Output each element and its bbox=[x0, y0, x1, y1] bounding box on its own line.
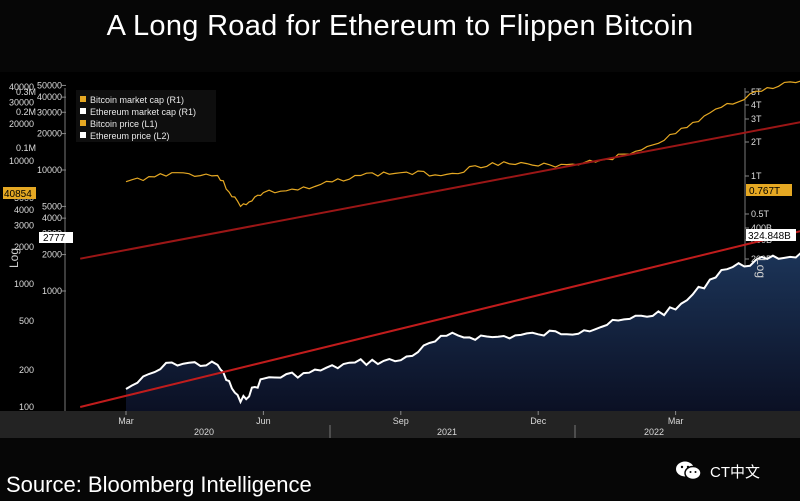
x-axis: MarJunSepDecMarJunSepDecMarJunSepDec2020… bbox=[118, 411, 684, 438]
left-tick-label-l2: 100 bbox=[19, 402, 34, 412]
legend-swatch bbox=[80, 96, 86, 102]
chart: 1000200030004000500010000200003000040000… bbox=[0, 72, 800, 438]
trendline bbox=[80, 121, 800, 260]
x-year-label: 2022 bbox=[644, 427, 664, 437]
left-tick-label-l1: 2000 bbox=[42, 250, 62, 260]
x-tick-label: Sep bbox=[393, 416, 409, 426]
btc-price-last-value: 40854 bbox=[4, 189, 32, 200]
ethereum-area bbox=[126, 253, 800, 411]
ethereum-price-line bbox=[125, 252, 800, 405]
legend-swatch bbox=[80, 120, 86, 126]
left-tick-label-l1: 5000 bbox=[42, 201, 62, 211]
x-tick-label: Dec bbox=[530, 416, 547, 426]
eth-mcap-last-value: 324.848B bbox=[748, 231, 791, 242]
right-tick-label: 0.5T bbox=[751, 209, 770, 219]
left-tick-label-l2: 3000 bbox=[14, 220, 34, 230]
legend-swatch bbox=[80, 132, 86, 138]
x-year-label: 2020 bbox=[194, 427, 214, 437]
legend-label: Bitcoin market cap (R1) bbox=[90, 95, 184, 105]
left-tick-label-l1: 30000 bbox=[37, 107, 62, 117]
plot-area bbox=[79, 80, 800, 411]
wechat-icon bbox=[676, 461, 702, 481]
left-tick-label-m: 0.2M bbox=[16, 107, 36, 117]
left-log-label: Log bbox=[7, 248, 21, 268]
right-log-label: Log bbox=[754, 258, 768, 278]
left-tick-label-l2: 200 bbox=[19, 365, 34, 375]
right-tick-label: 5T bbox=[751, 87, 762, 97]
chart-title: A Long Road for Ethereum to Flippen Bitc… bbox=[106, 10, 694, 42]
right-tick-label: 400B bbox=[751, 223, 772, 233]
right-tick-label: 4T bbox=[751, 100, 762, 110]
last-value-badges: 40854 2777 0.767T 324.848B bbox=[3, 184, 796, 244]
left-tick-label-l2: 2000 bbox=[14, 242, 34, 252]
wechat-badge: CT中文 bbox=[674, 456, 794, 486]
right-tick-label: 2T bbox=[751, 137, 762, 147]
badge-label: CT中文 bbox=[710, 463, 760, 481]
legend-label: Ethereum price (L2) bbox=[90, 131, 170, 141]
x-tick-label: Mar bbox=[668, 416, 684, 426]
left-tick-label-l1: 20000 bbox=[37, 129, 62, 139]
source-note: Source: Bloomberg Intelligence bbox=[6, 472, 312, 497]
left-tick-label-l2: 1000 bbox=[14, 279, 34, 289]
trendline bbox=[79, 230, 800, 408]
x-tick-label: Jun bbox=[256, 416, 271, 426]
right-tick-label: 3T bbox=[751, 114, 762, 124]
left-tick-label-l1: 1000 bbox=[42, 286, 62, 296]
right-tick-label: 1T bbox=[751, 171, 762, 181]
left-tick-label-l2: 10000 bbox=[9, 156, 34, 166]
left-tick-label-l1: 40000 bbox=[37, 92, 62, 102]
legend: Bitcoin market cap (R1) Ethereum market c… bbox=[76, 90, 216, 142]
eth-price-last-value: 2777 bbox=[43, 233, 66, 244]
left-tick-label-m: 0.3M bbox=[16, 87, 36, 97]
legend-label: Ethereum market cap (R1) bbox=[90, 107, 196, 117]
left-tick-label-l1: 50000 bbox=[37, 80, 62, 90]
left-tick-label-l2: 4000 bbox=[14, 205, 34, 215]
left-tick-label-l2: 30000 bbox=[9, 97, 34, 107]
x-axis-band bbox=[0, 411, 800, 438]
left-tick-label-l1: 10000 bbox=[37, 165, 62, 175]
x-year-label: 2021 bbox=[437, 427, 457, 437]
legend-swatch bbox=[80, 108, 86, 114]
bitcoin-price-line bbox=[125, 80, 800, 208]
left-tick-label-m: 0.1M bbox=[16, 143, 36, 153]
left-tick-label-l2: 20000 bbox=[9, 119, 34, 129]
legend-label: Bitcoin price (L1) bbox=[90, 119, 158, 129]
x-tick-label: Mar bbox=[118, 416, 134, 426]
left-tick-label-l2: 500 bbox=[19, 316, 34, 326]
left-tick-label-l1: 4000 bbox=[42, 213, 62, 223]
left-tick-label-l2: 40000 bbox=[9, 82, 34, 92]
left-axis: 1000200030004000500010000200003000040000… bbox=[9, 80, 66, 412]
btc-mcap-last-value: 0.767T bbox=[749, 186, 780, 197]
